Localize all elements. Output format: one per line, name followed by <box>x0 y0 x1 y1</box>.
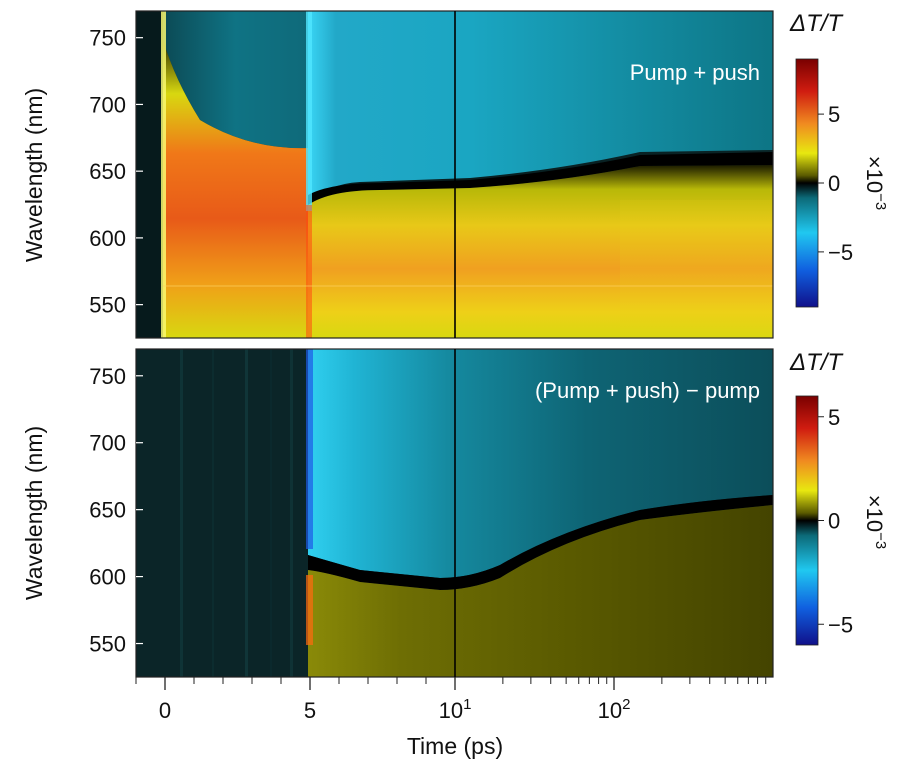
x-axis-label: Time (ps) <box>407 733 503 759</box>
x-tick-label: 5 <box>304 698 316 723</box>
colorbar-2-multiplier: ×10−3 <box>862 495 889 549</box>
y-ticks-panel-1: 750 700 650 600 550 <box>89 26 143 318</box>
colorbar-tick-label: 5 <box>828 102 840 127</box>
x-tick-label: 0 <box>159 698 171 723</box>
x-tick-label: 102 <box>598 696 631 723</box>
y-tick-label: 550 <box>89 632 126 657</box>
y-tick-label: 550 <box>89 293 126 318</box>
colorbar-tick-label: 0 <box>828 171 840 196</box>
colorbar-tick-label: 0 <box>828 509 840 534</box>
panel-1-label: Pump + push <box>630 60 760 85</box>
y-tick-label: 750 <box>89 26 126 51</box>
colorbar-1 <box>795 58 819 308</box>
x-tick-label: 101 <box>439 696 472 723</box>
y-tick-label: 600 <box>89 565 126 590</box>
y-ticks-panel-2: 750 700 650 600 550 <box>89 364 143 657</box>
colorbar-tick-label: −5 <box>828 240 853 265</box>
y-tick-label: 650 <box>89 159 126 184</box>
panel-2-label: (Pump + push) − pump <box>535 378 760 403</box>
y-axis-label-1: Wavelength (nm) <box>21 88 47 262</box>
y-tick-label: 750 <box>89 364 126 389</box>
y-tick-label: 600 <box>89 226 126 251</box>
colorbar-1-ticks: 5 0 −5 <box>818 102 853 265</box>
y-axis-label-2: Wavelength (nm) <box>21 426 47 600</box>
y-tick-label: 700 <box>89 431 126 456</box>
colorbar-tick-label: −5 <box>828 612 853 637</box>
colorbar-2-title: ΔT/T <box>789 349 844 376</box>
x-ticks: 0 5 101 102 <box>135 677 767 723</box>
y-tick-label: 650 <box>89 498 126 523</box>
colorbar-2-ticks: 5 0 −5 <box>818 405 853 637</box>
y-tick-label: 700 <box>89 92 126 117</box>
colorbar-1-title: ΔT/T <box>789 10 844 37</box>
colorbar-2 <box>795 395 819 646</box>
colorbar-1-multiplier: ×10−3 <box>862 156 889 210</box>
noise-streaks <box>180 349 293 677</box>
colorbar-tick-label: 5 <box>828 405 840 430</box>
